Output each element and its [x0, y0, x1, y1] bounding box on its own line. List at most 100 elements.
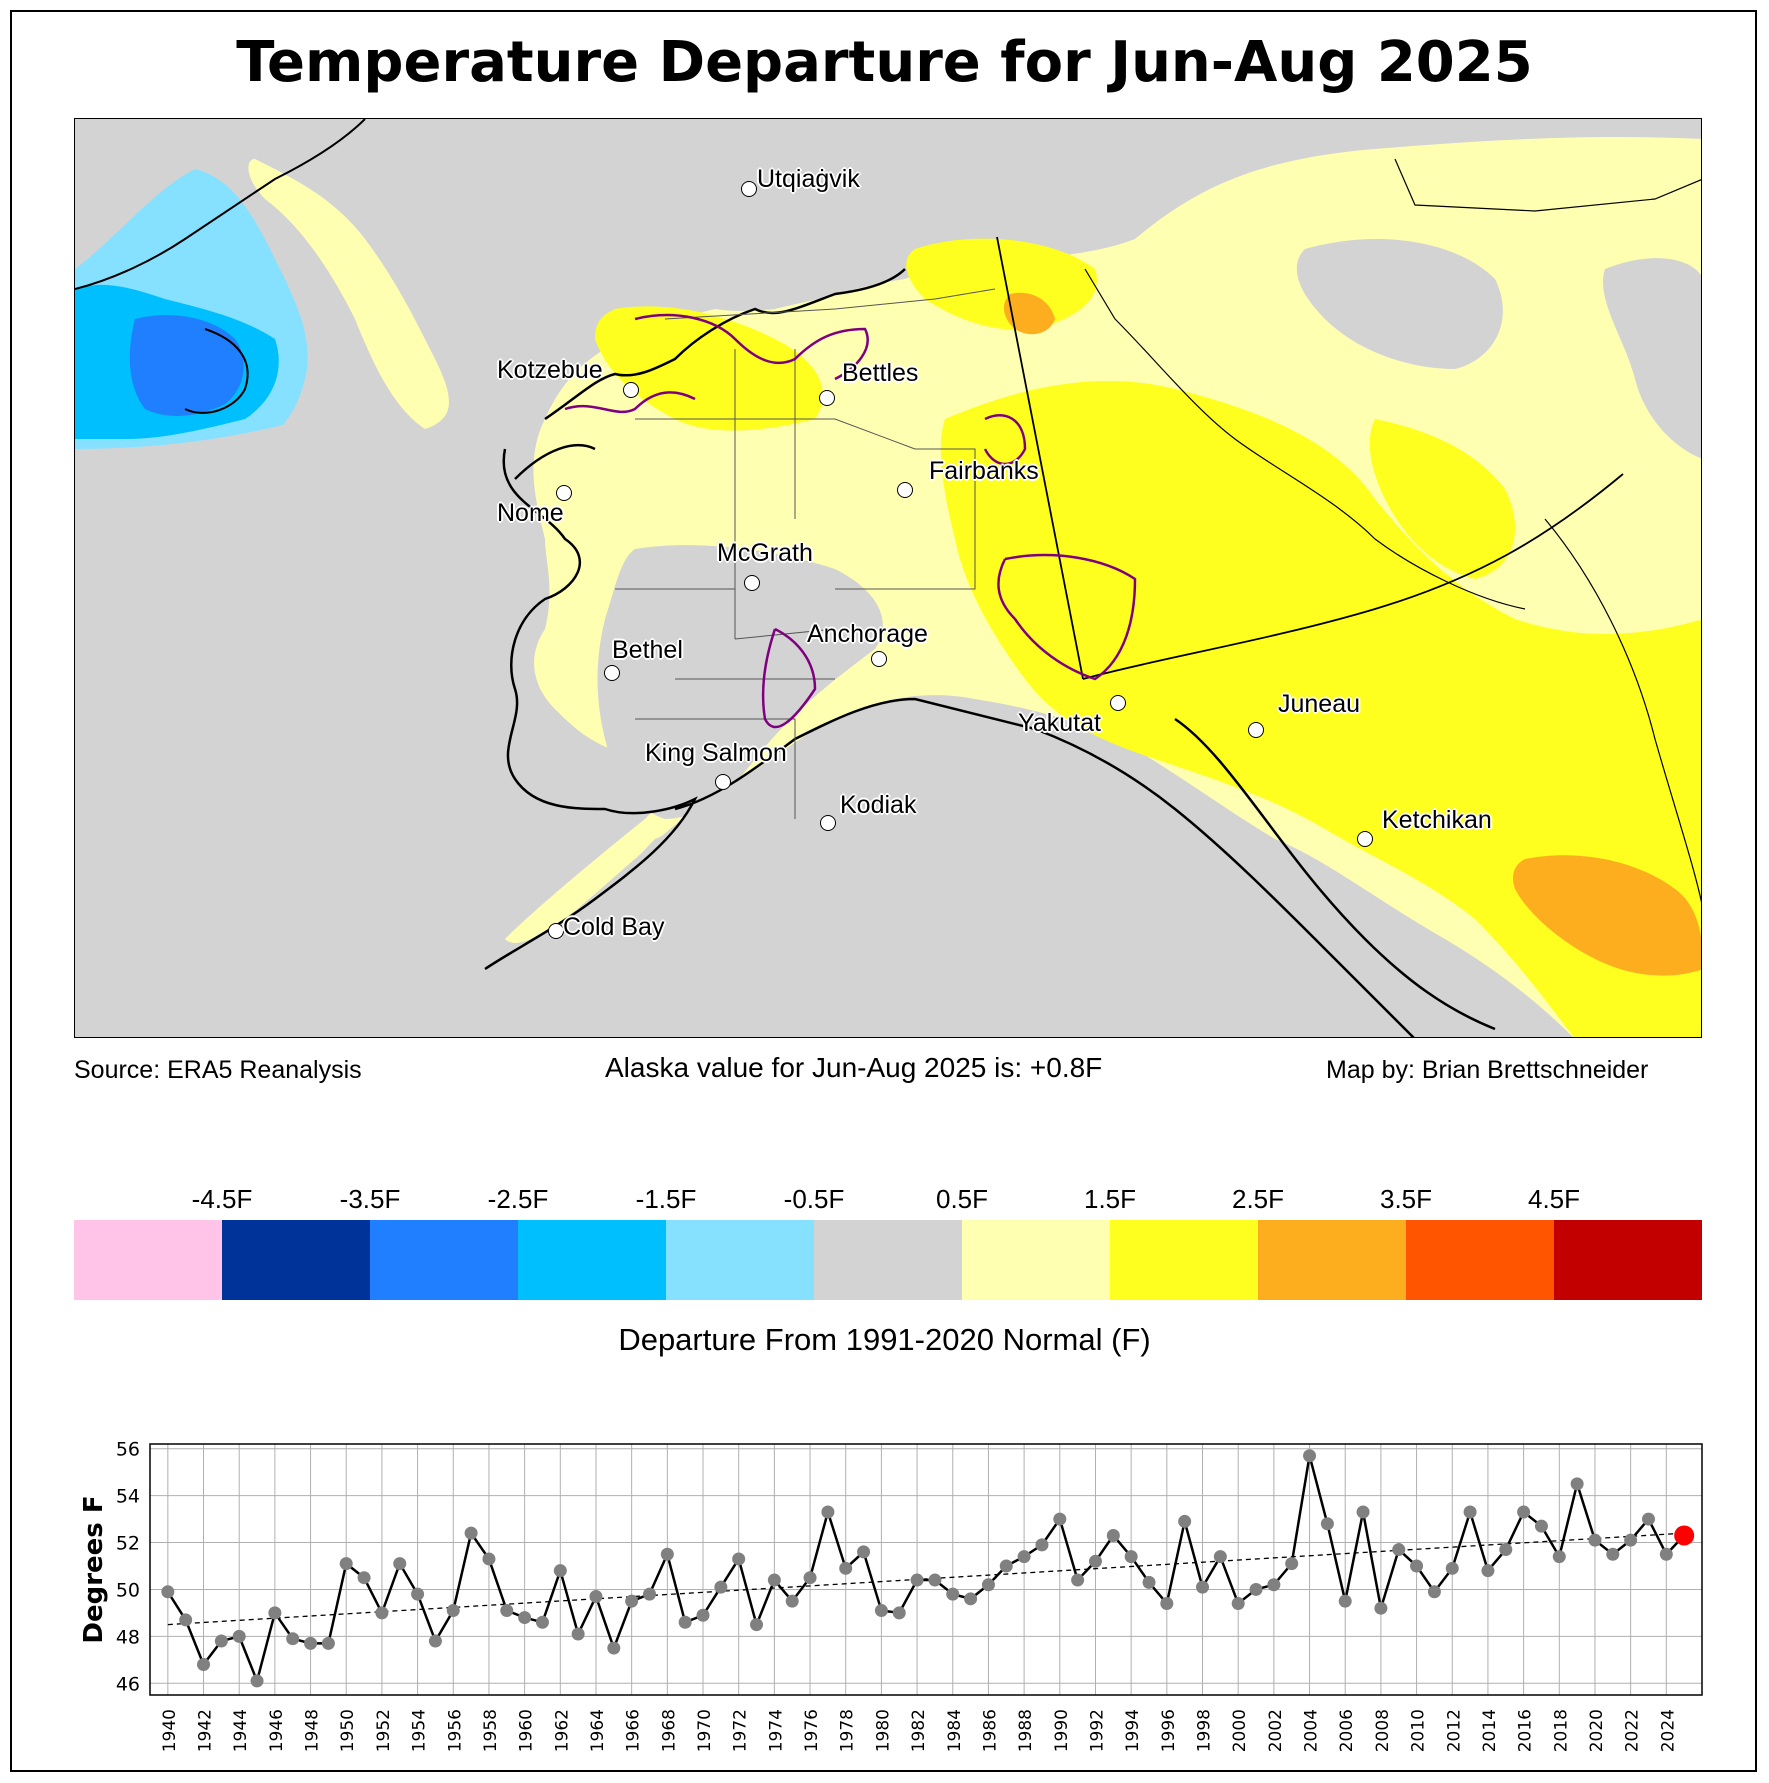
x-tick-label: 1956 — [445, 1709, 465, 1752]
source-note: Source: ERA5 Reanalysis — [74, 1056, 362, 1084]
alaska-coastline — [484, 268, 1415, 1037]
legend-swatch — [222, 1220, 370, 1300]
legend-swatch — [518, 1220, 666, 1300]
data-point — [446, 1604, 460, 1618]
data-point — [1374, 1601, 1388, 1615]
data-point — [535, 1615, 549, 1629]
city-label-bethel: Bethel — [612, 636, 683, 664]
province-border — [1084, 158, 1701, 903]
statewide-temperature-chart: 46 48 50 52 54 56 1940 1942 1944 1946 1948 1950 1952… — [79, 1439, 1703, 1752]
data-point — [518, 1611, 532, 1625]
x-tick-label: 2002 — [1266, 1709, 1286, 1752]
data-point — [1588, 1533, 1602, 1547]
city-label-ketchikan: Ketchikan — [1382, 806, 1492, 834]
x-tick-label: 1974 — [766, 1709, 786, 1752]
plot-area — [149, 1443, 1703, 1696]
ocean-region-gulf — [496, 730, 1414, 1037]
legend-tick: 3.5F — [1379, 1184, 1433, 1214]
data-point — [803, 1571, 817, 1585]
x-tick-label: 2016 — [1516, 1709, 1536, 1752]
data-point — [1285, 1557, 1299, 1571]
legend-swatch — [962, 1220, 1110, 1300]
data-point — [179, 1613, 193, 1627]
city-label-nome: Nome — [497, 499, 564, 527]
data-point — [375, 1606, 389, 1620]
city-label-yakutat: Yakutat — [1018, 709, 1101, 737]
data-point — [839, 1561, 853, 1575]
data-point — [964, 1592, 978, 1606]
legend-tick: -1.5F — [635, 1184, 697, 1214]
x-tick-label: 2012 — [1444, 1709, 1464, 1752]
x-tick-label: 2008 — [1373, 1709, 1393, 1752]
data-point — [1356, 1505, 1370, 1519]
x-tick-label: 1998 — [1195, 1709, 1215, 1752]
x-tick-label: 1964 — [588, 1709, 608, 1752]
data-point — [821, 1505, 835, 1519]
city-marker-nome — [556, 485, 572, 501]
x-tick-label: 1952 — [374, 1709, 394, 1752]
x-tick-label: 1970 — [695, 1709, 715, 1752]
data-point — [678, 1615, 692, 1629]
data-point — [1392, 1543, 1406, 1557]
data-point — [1088, 1554, 1102, 1568]
legend-swatch — [1554, 1220, 1702, 1300]
data-point — [161, 1585, 175, 1599]
x-tick-label: 2022 — [1623, 1709, 1643, 1752]
data-point — [625, 1594, 639, 1608]
data-point — [214, 1634, 228, 1648]
legend-tick: 4.5F — [1527, 1184, 1581, 1214]
legend-tick: -4.5F — [191, 1184, 253, 1214]
legend-tick: 2.5F — [1231, 1184, 1285, 1214]
legend-tick: -3.5F — [339, 1184, 401, 1214]
data-point — [411, 1587, 425, 1601]
chukotka-coastline — [75, 119, 366, 414]
data-point — [1427, 1585, 1441, 1599]
us-canada-border — [996, 236, 1624, 680]
data-point — [357, 1571, 371, 1585]
x-tick-label: 1954 — [410, 1709, 430, 1752]
data-point — [464, 1526, 478, 1540]
x-tick-label: 1986 — [980, 1709, 1000, 1752]
anomaly-region-orange-north — [1003, 292, 1055, 335]
data-point — [500, 1604, 514, 1618]
data-point — [286, 1632, 300, 1646]
city-marker-king-salmon — [715, 774, 731, 790]
x-tick-label: 1940 — [160, 1709, 180, 1752]
x-tick-label: 1984 — [945, 1709, 965, 1752]
data-point — [589, 1589, 603, 1603]
city-marker-bettles — [819, 390, 835, 406]
legend-tick: -0.5F — [783, 1184, 845, 1214]
legend-tick-labels: -4.5F -3.5F -2.5F -1.5F -0.5F 0.5F 1.5F … — [74, 1184, 1702, 1218]
city-marker-utqiagvik — [741, 181, 757, 197]
x-tick-label: 2004 — [1302, 1709, 1322, 1752]
city-marker-yakutat — [1110, 695, 1126, 711]
data-point — [1534, 1519, 1548, 1533]
city-label-bettles: Bettles — [842, 359, 919, 387]
data-point — [714, 1580, 728, 1594]
x-tick-label: 1978 — [838, 1709, 858, 1752]
city-marker-bethel — [604, 665, 620, 681]
legend-swatch — [74, 1220, 222, 1300]
city-label-juneau: Juneau — [1278, 690, 1361, 718]
map-credit: Map by: Brian Brettschneider — [1326, 1056, 1649, 1084]
data-point — [250, 1674, 264, 1688]
data-point — [946, 1587, 960, 1601]
data-point — [767, 1573, 781, 1587]
city-label-cold-bay: Cold Bay — [563, 913, 665, 941]
legend-swatch — [666, 1220, 814, 1300]
data-point — [1659, 1547, 1673, 1561]
near-normal-region-sw — [597, 545, 883, 819]
x-tick-label: 1992 — [1087, 1709, 1107, 1752]
city-marker-ketchikan — [1357, 831, 1373, 847]
data-point — [1053, 1512, 1067, 1526]
data-point — [1463, 1505, 1477, 1519]
legend-swatch — [1258, 1220, 1406, 1300]
data-point — [1267, 1578, 1281, 1592]
near-normal-region-north — [685, 236, 895, 310]
figure-frame — [10, 10, 1757, 1772]
data-point — [1124, 1550, 1138, 1564]
x-tick-label: 2010 — [1409, 1709, 1429, 1752]
x-tick-label: 1968 — [659, 1709, 679, 1752]
x-tick-label: 1988 — [1016, 1709, 1036, 1752]
city-marker-kodiak — [820, 815, 836, 831]
